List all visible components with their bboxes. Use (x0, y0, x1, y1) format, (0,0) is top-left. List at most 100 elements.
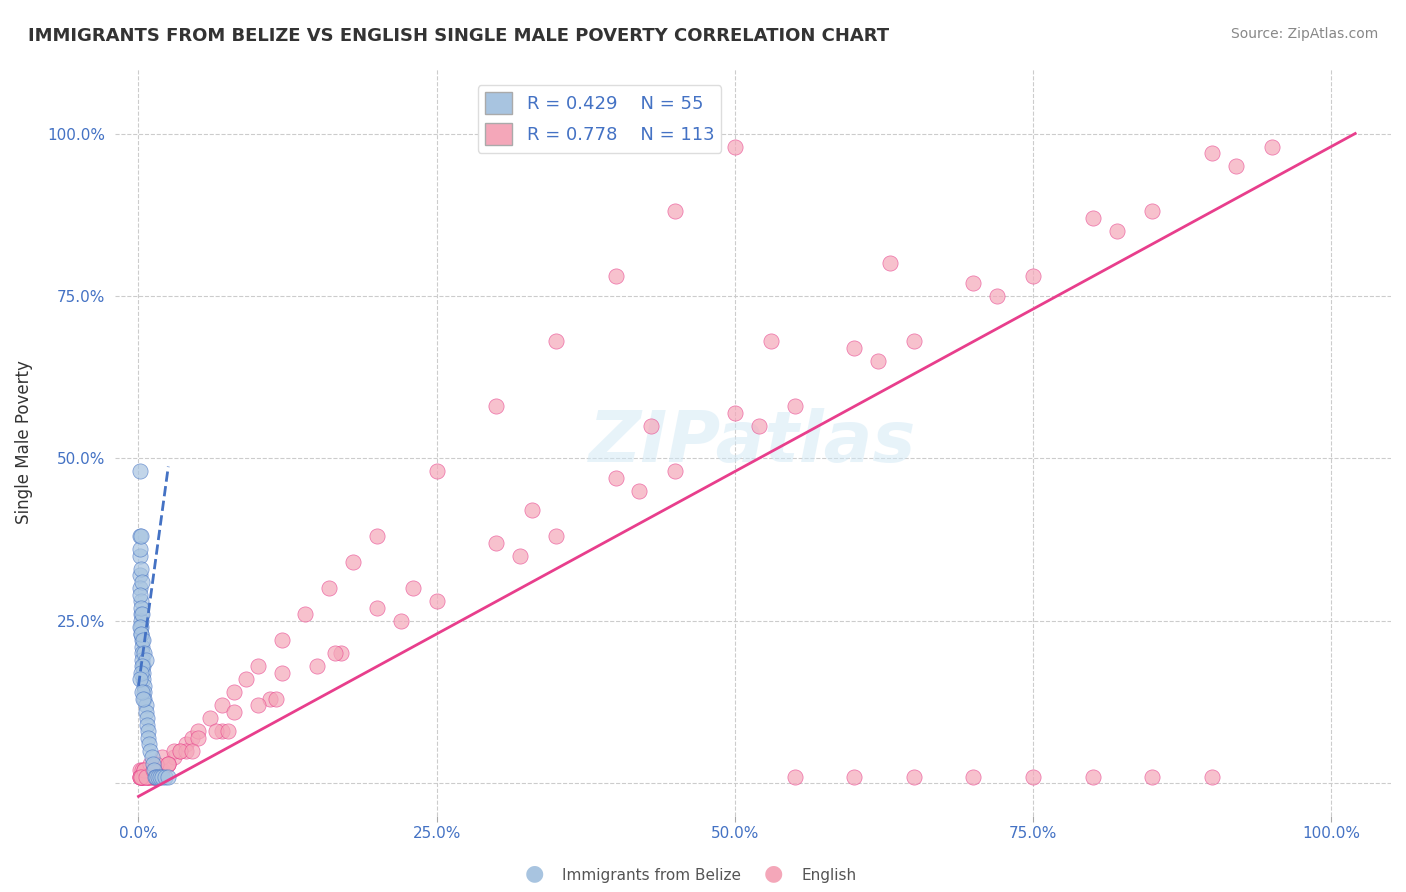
Point (544, 529, 567, 543)
Point (128, 465, 150, 479)
Text: ●: ● (763, 863, 783, 883)
Point (138, 770, 160, 784)
Point (174, 738, 197, 752)
Point (163, 744, 186, 758)
Point (131, 764, 153, 778)
Point (222, 705, 245, 719)
Point (128, 673, 150, 687)
Point (150, 770, 173, 784)
Text: Immigrants from Belize: Immigrants from Belize (562, 868, 741, 883)
Point (1142, 204, 1164, 219)
Point (1081, 211, 1104, 225)
Text: IMMIGRANTS FROM BELIZE VS ENGLISH SINGLE MALE POVERTY CORRELATION CHART: IMMIGRANTS FROM BELIZE VS ENGLISH SINGLE… (28, 27, 889, 45)
Point (783, 400, 806, 414)
Point (181, 744, 204, 758)
Point (163, 750, 186, 764)
Point (605, 269, 627, 284)
Point (142, 770, 165, 784)
Point (640, 419, 662, 434)
Point (217, 724, 239, 739)
Point (605, 471, 627, 485)
Point (136, 770, 159, 784)
Point (135, 770, 157, 784)
Point (366, 529, 388, 543)
Point (318, 582, 340, 596)
Point (259, 692, 281, 706)
Point (135, 711, 157, 725)
Point (1260, 139, 1282, 153)
Point (129, 601, 152, 615)
Point (131, 770, 153, 784)
Point (129, 627, 152, 641)
Point (962, 770, 984, 784)
Point (844, 770, 866, 784)
Point (139, 770, 162, 784)
Point (1022, 269, 1045, 284)
Point (264, 692, 287, 706)
Point (222, 685, 245, 699)
Point (128, 549, 150, 563)
Point (129, 770, 152, 784)
Point (962, 276, 984, 290)
Point (142, 764, 165, 778)
Point (141, 770, 163, 784)
Point (149, 764, 172, 778)
Point (1105, 224, 1128, 238)
Point (509, 549, 531, 563)
Point (129, 770, 152, 784)
Point (759, 334, 782, 349)
Point (128, 770, 150, 784)
Point (128, 764, 150, 778)
Point (146, 764, 169, 778)
Point (135, 698, 157, 713)
Point (187, 724, 209, 739)
Point (1022, 770, 1045, 784)
Point (141, 750, 163, 764)
Point (150, 764, 173, 778)
Point (131, 607, 153, 622)
Point (146, 770, 169, 784)
Point (143, 764, 166, 778)
Point (131, 633, 153, 648)
Point (132, 770, 155, 784)
Point (879, 256, 901, 270)
Point (136, 724, 159, 739)
Point (520, 503, 543, 517)
Point (903, 770, 925, 784)
Point (157, 756, 180, 771)
Point (270, 665, 292, 680)
Y-axis label: Single Male Poverty: Single Male Poverty (15, 360, 32, 524)
Point (485, 536, 508, 550)
Point (134, 685, 156, 699)
Point (143, 770, 166, 784)
Point (132, 770, 155, 784)
Point (131, 685, 153, 699)
Point (128, 588, 150, 602)
Point (131, 640, 153, 654)
Point (129, 529, 152, 543)
Point (132, 673, 155, 687)
Point (134, 770, 156, 784)
Point (169, 744, 191, 758)
Point (724, 406, 747, 420)
Point (148, 764, 170, 778)
Point (128, 542, 150, 557)
Point (134, 764, 156, 778)
Point (135, 705, 157, 719)
Point (150, 750, 173, 764)
Point (135, 770, 157, 784)
Point (664, 204, 686, 219)
Point (157, 770, 180, 784)
Point (129, 770, 152, 784)
Point (426, 594, 449, 608)
Text: Source: ZipAtlas.com: Source: ZipAtlas.com (1230, 27, 1378, 41)
Point (389, 614, 412, 628)
Point (986, 289, 1008, 303)
Text: ●: ● (524, 863, 544, 883)
Point (129, 614, 152, 628)
Legend: R = 0.429    N = 55, R = 0.778    N = 113: R = 0.429 N = 55, R = 0.778 N = 113 (478, 85, 721, 153)
Point (1201, 770, 1223, 784)
Point (131, 647, 153, 661)
Point (903, 334, 925, 349)
Point (270, 633, 292, 648)
